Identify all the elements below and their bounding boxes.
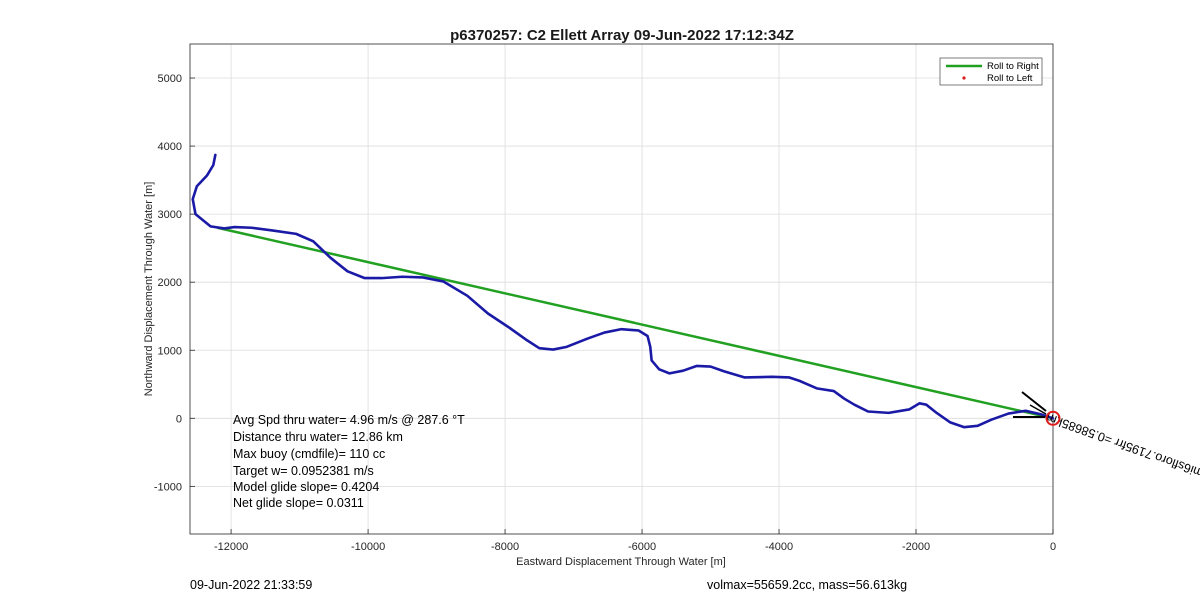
stat-max-buoy: Max buoy (cmdfile)= 110 cc [233,447,385,461]
y-tick-label: 2000 [158,277,182,289]
y-tick-label: 3000 [158,209,182,221]
x-tick-label: -4000 [765,541,793,553]
x-axis-label: Eastward Displacement Through Water [m] [516,556,726,568]
y-tick-label: 1000 [158,345,182,357]
legend-box [939,57,1043,86]
x-axis-ticks: -12000 -10000 -8000 -6000 -4000 -2000 0 [214,529,1056,553]
grid [190,44,1054,534]
stat-model-glide: Model glide slope= 0.4204 [233,480,379,494]
track-line [191,153,1055,429]
chart-title: p6370257: C2 Ellett Array 09-Jun-2022 17… [450,27,794,44]
y-axis-label: Northward Displacement Through Water [m] [143,182,155,397]
stat-avg-speed: Avg Spd thru water= 4.96 m/s @ 287.6 °T [233,413,465,427]
x-tick-label: -12000 [214,541,248,553]
endpoint-marker [1045,410,1061,426]
arrow-marks [1013,391,1047,418]
y-tick-label: 0 [176,413,182,425]
roll-right-line [217,226,1054,420]
rotated-annotation: 0.7.0mi6sfloro.7195frr =0.58685km [1044,410,1200,490]
legend-swatch-roll-left [962,76,966,80]
stats-annotation: Avg Spd thru water= 4.96 m/s @ 287.6 °T … [233,413,465,510]
series [191,153,1055,429]
legend: Roll to Right Roll to Left [939,57,1043,86]
y-tick-label: 4000 [158,141,182,153]
y-axis-ticks: -1000 0 1000 2000 3000 4000 5000 [154,73,195,493]
x-tick-label: -8000 [491,541,519,553]
footer-timestamp: 09-Jun-2022 21:33:59 [190,578,313,592]
y-tick-label: -1000 [154,481,182,493]
x-tick-label: -2000 [902,541,930,553]
x-tick-label: -10000 [351,541,385,553]
stat-net-glide: Net glide slope= 0.0311 [233,496,364,510]
x-tick-label: -6000 [628,541,656,553]
plot-area [189,43,1054,535]
stat-distance: Distance thru water= 12.86 km [233,430,403,444]
x-tick-label: 0 [1050,541,1056,553]
footer-mass-info: volmax=55659.2cc, mass=56.613kg [707,578,908,592]
y-tick-label: 5000 [158,73,182,85]
legend-label-roll-right: Roll to Right [987,61,1039,72]
stat-target-w: Target w= 0.0952381 m/s [233,464,374,478]
legend-label-roll-left: Roll to Left [987,73,1033,84]
